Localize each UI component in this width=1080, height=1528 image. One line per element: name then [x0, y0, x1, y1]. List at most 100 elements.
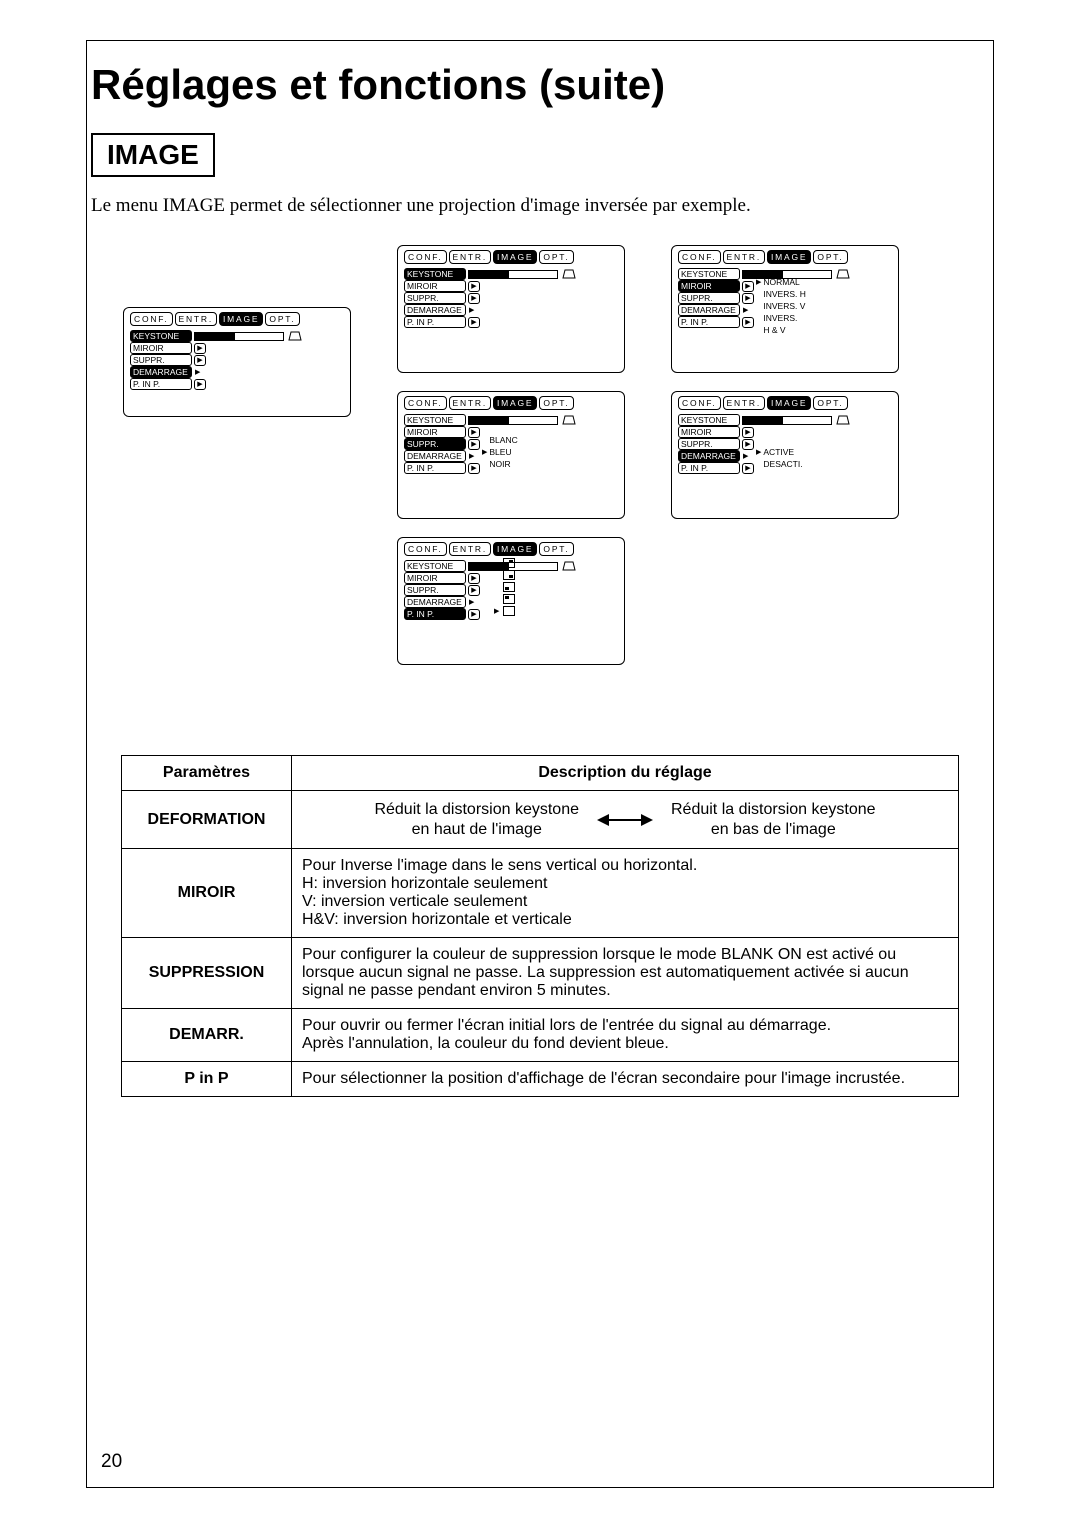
tab-image: IMAGE	[767, 396, 811, 410]
suppression-text: Pour configurer la couleur de suppressio…	[292, 938, 959, 1009]
arrow-icon: ▶	[194, 379, 206, 390]
arrow-icon: ▶	[468, 609, 480, 620]
page-number: 20	[101, 1451, 122, 1473]
miroir-l2: H: inversion horizontale seulement	[302, 875, 948, 893]
mi-keystone: KEYSTONE	[678, 268, 740, 280]
mi-pinp: P. IN P.	[404, 462, 466, 474]
row-deformation: DEFORMATION Réduit la distorsion keyston…	[122, 791, 959, 849]
tab-opt: OPT.	[539, 542, 573, 556]
mi-demarrage: DEMARRAGE	[404, 596, 466, 608]
double-arrow-icon	[597, 813, 653, 827]
mi-keystone: KEYSTONE	[404, 560, 466, 572]
tab-opt: OPT.	[813, 396, 847, 410]
mi-demarrage: DEMARRAGE	[404, 304, 466, 316]
menu-miroir-hl: CONF. ENTR. IMAGE OPT. KEYSTONE MIROIR▶ …	[671, 245, 899, 373]
tab-opt: OPT.	[813, 250, 847, 264]
keystone-slider	[742, 416, 832, 425]
mi-miroir: MIROIR	[678, 426, 740, 438]
mi-pinp: P. IN P.	[404, 608, 466, 620]
param-pinp: P in P	[122, 1062, 292, 1097]
page-frame: Réglages et fonctions (suite) IMAGE Le m…	[86, 40, 994, 1488]
pinp-text: Pour sélectionner la position d'affichag…	[292, 1062, 959, 1097]
mi-miroir: MIROIR	[404, 426, 466, 438]
mi-keystone: KEYSTONE	[404, 268, 466, 280]
sub-active: ▶ACTIVE	[756, 446, 803, 458]
mi-suppr: SUPPR.	[404, 438, 466, 450]
tab-image: IMAGE	[493, 542, 537, 556]
intro-text: Le menu IMAGE permet de sélectionner une…	[91, 195, 993, 217]
sub-noir: ▶NOIR	[482, 458, 518, 470]
mi-demarrage: DEMARRAGE	[404, 450, 466, 462]
mi-miroir: MIROIR	[404, 280, 466, 292]
arrow-icon: ▶	[742, 439, 754, 450]
mi-suppr: SUPPR.	[404, 292, 466, 304]
arrow-icon: ▶	[468, 585, 480, 596]
def-left2: en haut de l'image	[374, 820, 579, 839]
mi-demarrage: DEMARRAGE	[130, 366, 192, 378]
def-right1: Réduit la distorsion keystone	[671, 800, 876, 819]
param-suppression: SUPPRESSION	[122, 938, 292, 1009]
mi-keystone: KEYSTONE	[404, 414, 466, 426]
arrow-icon: ▶	[468, 317, 480, 328]
tab-conf: CONF.	[678, 250, 721, 264]
row-suppression: SUPPRESSION Pour configurer la couleur d…	[122, 938, 959, 1009]
mi-miroir: MIROIR	[130, 342, 192, 354]
mi-suppr: SUPPR.	[130, 354, 192, 366]
trapezoid-icon	[562, 415, 576, 425]
def-left1: Réduit la distorsion keystone	[374, 800, 579, 819]
mi-demarrage: DEMARRAGE	[678, 450, 740, 462]
menu-demarrage-hl: CONF. ENTR. IMAGE OPT. KEYSTONE MIROIR▶ …	[123, 307, 351, 417]
miroir-l3: V: inversion verticale seulement	[302, 893, 948, 911]
th-param: Paramètres	[122, 756, 292, 791]
tab-image: IMAGE	[493, 396, 537, 410]
sub-desact: ▶DESACTI.	[756, 458, 803, 470]
tab-entr: ENTR.	[449, 542, 492, 556]
tab-conf: CONF.	[404, 396, 447, 410]
param-miroir: MIROIR	[122, 849, 292, 938]
tab-entr: ENTR.	[175, 312, 218, 326]
param-deformation: DEFORMATION	[122, 791, 292, 849]
mi-suppr: SUPPR.	[678, 438, 740, 450]
arrow-icon: ▶	[742, 317, 754, 328]
keystone-slider	[194, 332, 284, 341]
demarr-l1: Pour ouvrir ou fermer l'écran initial lo…	[302, 1017, 948, 1035]
arrow-icon: ▶	[468, 427, 480, 438]
trapezoid-icon	[836, 415, 850, 425]
mi-pinp: P. IN P.	[678, 462, 740, 474]
keystone-slider	[468, 270, 558, 279]
row-demarr: DEMARR. Pour ouvrir ou fermer l'écran in…	[122, 1009, 959, 1062]
mi-pinp: P. IN P.	[130, 378, 192, 390]
mi-keystone: KEYSTONE	[130, 330, 192, 342]
tab-entr: ENTR.	[723, 396, 766, 410]
sub-invh: ▶INVERS. H	[756, 288, 806, 300]
menu-pinp-hl: CONF. ENTR. IMAGE OPT. KEYSTONE MIROIR▶ …	[397, 537, 625, 665]
tab-conf: CONF.	[404, 250, 447, 264]
mi-suppr: SUPPR.	[678, 292, 740, 304]
miroir-l4: H&V: inversion horizontale et verticale	[302, 911, 948, 929]
trapezoid-icon	[562, 561, 576, 571]
arrow-icon: ▶	[468, 463, 480, 474]
tab-image: IMAGE	[493, 250, 537, 264]
keystone-slider	[468, 416, 558, 425]
trapezoid-icon	[836, 269, 850, 279]
table-header-row: Paramètres Description du réglage	[122, 756, 959, 791]
tab-image: IMAGE	[219, 312, 263, 326]
arrow-icon: ▶	[468, 281, 480, 292]
param-demarr: DEMARR.	[122, 1009, 292, 1062]
sub-hv: ▶H & V	[756, 324, 806, 336]
sub-blanc: ▶BLANC	[482, 434, 518, 446]
sub-invv: ▶INVERS. V	[756, 300, 806, 312]
mi-keystone: KEYSTONE	[678, 414, 740, 426]
demarr-l2: Après l'annulation, la couleur du fond d…	[302, 1035, 948, 1053]
arrow-icon: ▶	[742, 463, 754, 474]
tab-opt: OPT.	[265, 312, 299, 326]
row-pinp: P in P Pour sélectionner la position d'a…	[122, 1062, 959, 1097]
arrow-icon: ▶	[468, 573, 480, 584]
tab-conf: CONF.	[678, 396, 721, 410]
menu-screenshots-row: CONF. ENTR. IMAGE OPT. KEYSTONE MIROIR▶ …	[123, 245, 993, 665]
mi-miroir: MIROIR	[404, 572, 466, 584]
arrow-icon: ▶	[742, 427, 754, 438]
miroir-l1: Pour Inverse l'image dans le sens vertic…	[302, 857, 948, 875]
sub-normal: ▶NORMAL	[756, 276, 806, 288]
trapezoid-icon	[562, 269, 576, 279]
